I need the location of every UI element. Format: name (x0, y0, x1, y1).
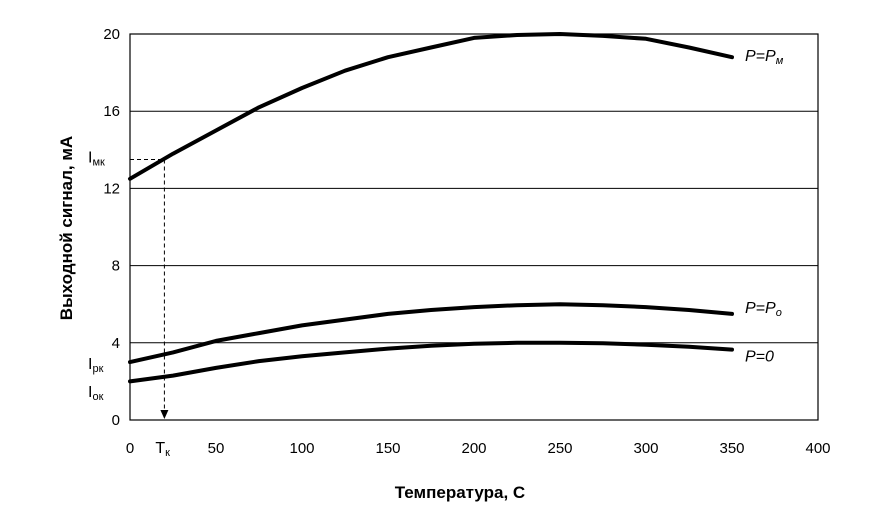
imk-label: Iмк (88, 149, 105, 168)
y-tick-label: 8 (112, 258, 120, 275)
series-label: P=Po (745, 300, 782, 319)
series-line (128, 340, 734, 384)
x-tick-label: 150 (375, 440, 400, 457)
series-label: P=Pм (745, 48, 784, 67)
y-tick-label: 4 (112, 335, 120, 352)
plot-frame (129, 33, 819, 421)
iok-label: Iок (88, 384, 104, 403)
x-tick-label: 250 (547, 440, 572, 457)
y-axis-title: Выходной сигнал, мА (57, 136, 76, 320)
x-tick-label: 350 (719, 440, 744, 457)
curve-labels: P=Pм P=Po P=0 (745, 48, 784, 365)
arrow-head (160, 410, 169, 419)
y-tick-label: 12 (103, 180, 120, 197)
x-tick-label: 200 (461, 440, 486, 457)
tk-label: Tк (155, 440, 170, 459)
x-tick-label: 300 (633, 440, 658, 457)
series-line (128, 32, 734, 181)
y-tick-label: 20 (103, 26, 120, 43)
series-label: P=0 (745, 349, 774, 366)
x-tick-label: 400 (805, 440, 830, 457)
y-tick-label: 16 (103, 103, 120, 120)
x-axis-title: Температура, С (395, 483, 525, 502)
series-lines (128, 32, 734, 384)
x-tick-label: 100 (289, 440, 314, 457)
irk-label: Iрк (88, 356, 104, 375)
x-tick-label: 50 (208, 440, 225, 457)
x-tick-label: 0 (126, 440, 134, 457)
series-line (128, 302, 734, 365)
y-tick-label: 0 (112, 412, 120, 429)
tk-guide-lines: Tк Iмк Iрк Iок (88, 149, 170, 459)
